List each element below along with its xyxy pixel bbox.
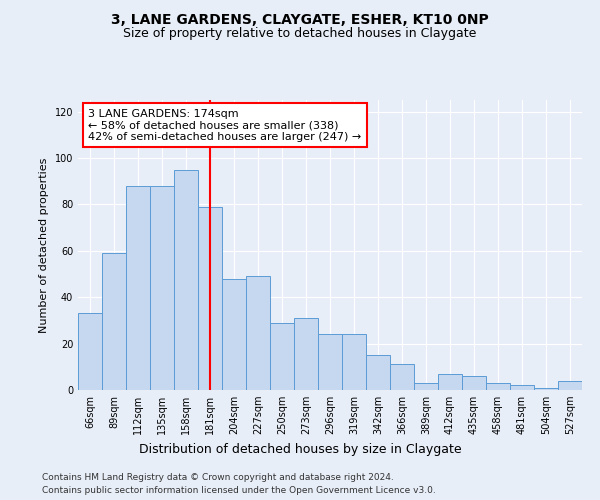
Bar [270, 322, 294, 390]
Bar [486, 383, 510, 390]
Bar [318, 334, 342, 390]
Bar [126, 186, 150, 390]
Bar [438, 374, 462, 390]
Bar [246, 276, 270, 390]
Bar [102, 253, 126, 390]
Bar [366, 355, 390, 390]
Bar [342, 334, 366, 390]
Text: 3 LANE GARDENS: 174sqm
← 58% of detached houses are smaller (338)
42% of semi-de: 3 LANE GARDENS: 174sqm ← 58% of detached… [88, 108, 361, 142]
Bar [558, 380, 582, 390]
Bar [78, 314, 102, 390]
Bar [150, 186, 174, 390]
Bar [414, 383, 438, 390]
Bar [294, 318, 318, 390]
Bar [390, 364, 414, 390]
Text: Contains public sector information licensed under the Open Government Licence v3: Contains public sector information licen… [42, 486, 436, 495]
Y-axis label: Number of detached properties: Number of detached properties [39, 158, 49, 332]
Text: Contains HM Land Registry data © Crown copyright and database right 2024.: Contains HM Land Registry data © Crown c… [42, 472, 394, 482]
Bar [534, 388, 558, 390]
Bar [174, 170, 198, 390]
Text: 3, LANE GARDENS, CLAYGATE, ESHER, KT10 0NP: 3, LANE GARDENS, CLAYGATE, ESHER, KT10 0… [111, 12, 489, 26]
Bar [462, 376, 486, 390]
Bar [510, 386, 534, 390]
Text: Size of property relative to detached houses in Claygate: Size of property relative to detached ho… [124, 28, 476, 40]
Text: Distribution of detached houses by size in Claygate: Distribution of detached houses by size … [139, 442, 461, 456]
Bar [222, 278, 246, 390]
Bar [198, 206, 222, 390]
